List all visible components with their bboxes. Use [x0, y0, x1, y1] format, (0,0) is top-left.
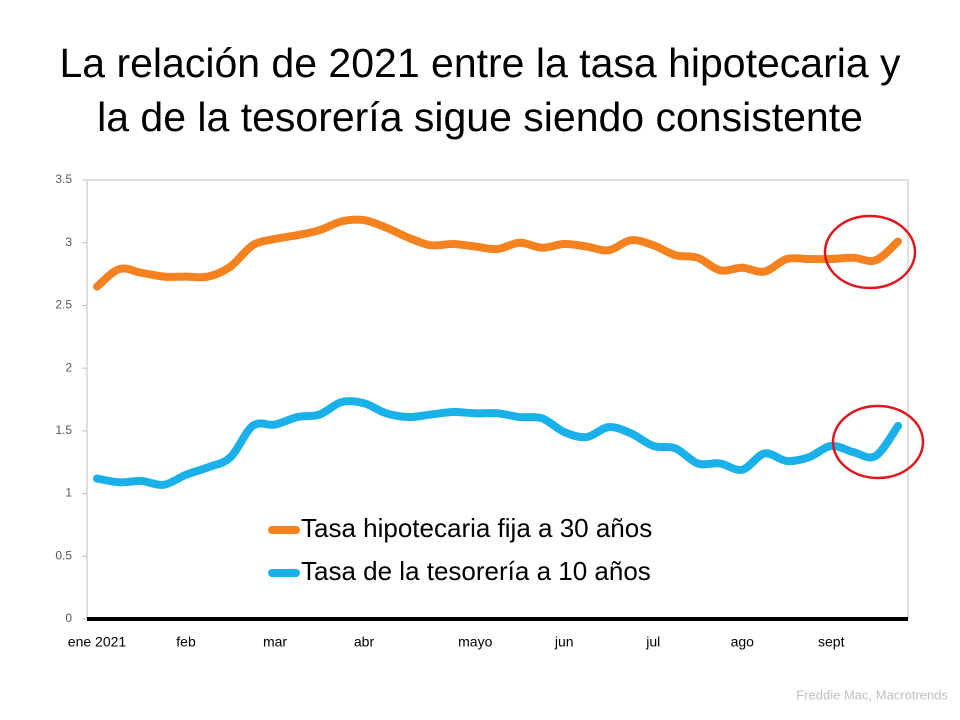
- legend-label: Tasa de la tesorería a 10 años: [301, 556, 651, 586]
- x-tick-label: ago: [731, 634, 755, 650]
- y-tick-label: 2.5: [55, 298, 72, 312]
- y-tick-label: 2: [65, 360, 72, 374]
- chart-title: La relación de 2021 entre la tasa hipote…: [59, 40, 901, 86]
- y-tick-label: 0: [65, 611, 72, 625]
- x-tick-label: feb: [176, 634, 196, 650]
- x-tick-label: jul: [645, 634, 660, 650]
- source: Freddie Mac, Macrotrends: [796, 687, 948, 702]
- x-tick-label: ene 2021: [68, 634, 127, 650]
- x-tick-label: abr: [354, 634, 375, 650]
- x-tick-label: mayo: [458, 634, 492, 650]
- x-tick-label: jun: [554, 634, 574, 650]
- y-tick-label: 1: [65, 486, 72, 500]
- series-line: [93, 215, 902, 291]
- y-tick-label: 0.5: [55, 548, 72, 562]
- legend-box: [263, 508, 693, 596]
- y-tick-label: 3: [65, 235, 72, 249]
- legend-label: Tasa hipotecaria fija a 30 años: [301, 513, 652, 543]
- x-tick-label: sept: [818, 634, 845, 650]
- chart-title: la de la tesorería sigue siendo consiste…: [97, 94, 863, 140]
- series-line: [93, 397, 902, 489]
- highlight-circle: [823, 214, 917, 290]
- highlight-circle: [831, 404, 925, 480]
- y-tick-label: 1.5: [55, 423, 72, 437]
- x-tick-label: mar: [263, 634, 287, 650]
- y-tick-label: 3.5: [55, 172, 72, 186]
